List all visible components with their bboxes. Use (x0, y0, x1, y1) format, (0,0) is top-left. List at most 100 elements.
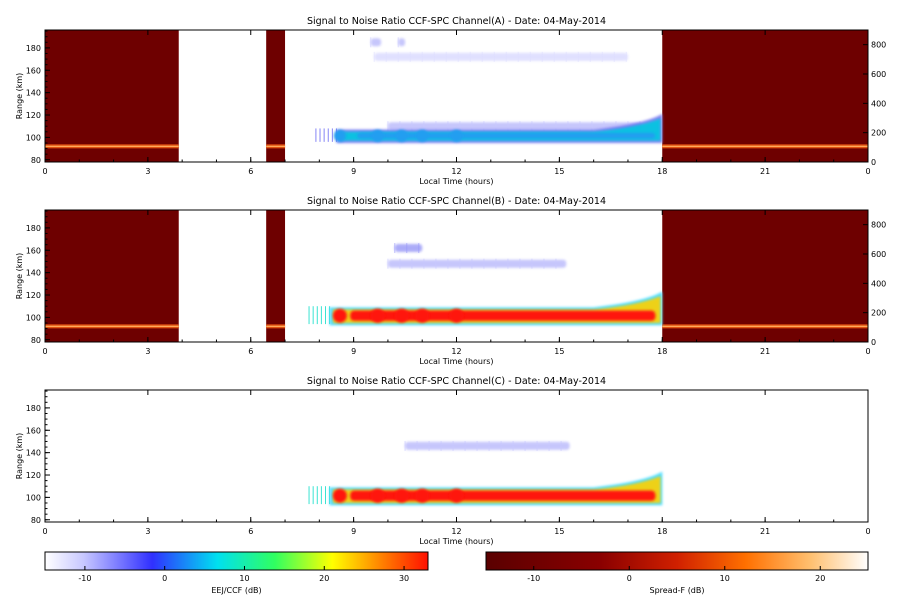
eej-echo-blob (332, 488, 347, 503)
spread-f-layer-core (45, 145, 179, 147)
colorbar-label: EEJ/CCF (dB) (211, 586, 261, 595)
y-tick-label: 180 (26, 224, 41, 233)
upper-echo (405, 441, 570, 450)
y2-tick-label: 600 (871, 70, 886, 79)
x-tick-label: 21 (760, 347, 770, 356)
y2-tick-label: 200 (871, 309, 886, 318)
y2-tick-label: 800 (871, 221, 886, 230)
spread-f-layer-core (266, 325, 286, 327)
x-axis-label: Local Time (hours) (419, 537, 493, 546)
spread-f-layer-core (45, 325, 179, 327)
eej-echo-blob (394, 488, 409, 503)
spread-f-block (266, 30, 286, 162)
colorbar-tick-label: 0 (627, 574, 632, 583)
spread-f-block (45, 210, 179, 342)
x-tick-label: 9 (351, 347, 356, 356)
x-tick-label: 18 (657, 347, 667, 356)
upper-echo (387, 122, 642, 131)
colorbar-tick-label: 10 (720, 574, 730, 583)
eej-echo-blob (449, 488, 464, 503)
x-tick-label: 6 (248, 167, 253, 176)
x-tick-label: 12 (451, 347, 461, 356)
panel-a: 0 3 6 9 12 15 18 21 0801001201401601800200400600… (15, 16, 886, 186)
y-tick-label: 120 (26, 471, 41, 480)
x-tick-label: 0 (42, 527, 47, 536)
colorbar-eej: -10 0 10 20 30 EEJ/CCF (dB) (44, 551, 429, 595)
x-tick-label: 6 (248, 527, 253, 536)
eej-echo-blob (449, 308, 464, 323)
y-tick-label: 160 (26, 66, 41, 75)
upper-echo (374, 52, 628, 61)
x-tick-label: 21 (760, 167, 770, 176)
x-tick-label: 3 (145, 347, 150, 356)
x-tick-label: 15 (554, 347, 564, 356)
x-tick-label: 12 (451, 527, 461, 536)
eej-echo-blob (450, 129, 463, 142)
panel-title: Signal to Noise Ratio CCF-SPC Channel(B)… (307, 196, 606, 207)
eej-echo-blob (395, 129, 408, 142)
y-tick-label: 120 (26, 111, 41, 120)
upper-echo (394, 244, 423, 253)
eej-echo-blob (333, 129, 346, 142)
y-tick-label: 100 (26, 493, 41, 502)
eej-echo-core (357, 132, 656, 139)
x-tick-label: 15 (554, 527, 564, 536)
y2-tick-label: 0 (871, 158, 876, 167)
spread-f-block (266, 210, 286, 342)
y2-tick-label: 400 (871, 99, 886, 108)
y2-tick-label: 800 (871, 41, 886, 50)
x-tick-label: 0 (42, 347, 47, 356)
x-tick-label: 21 (760, 527, 770, 536)
panel-title: Signal to Noise Ratio CCF-SPC Channel(C)… (307, 376, 606, 387)
x-tick-label: 3 (145, 167, 150, 176)
eej-echo-blob (394, 308, 409, 323)
y2-tick-label: 400 (871, 279, 886, 288)
spread-f-block (662, 30, 868, 162)
colorbar-spread-f: -10 0 10 20 Spread-F (dB) (485, 551, 869, 595)
x-tick-label: 15 (554, 167, 564, 176)
y-axis-label: Range (km) (15, 433, 24, 480)
eej-echo-blob (332, 308, 347, 323)
eej-echo-blob (370, 488, 385, 503)
x-tick-label: 3 (145, 527, 150, 536)
colorbar-tick-label: 30 (399, 574, 409, 583)
eej-echo-blob (416, 129, 429, 142)
y-tick-label: 140 (26, 449, 41, 458)
y-tick-label: 180 (26, 44, 41, 53)
x-tick-label: 18 (657, 167, 667, 176)
colorbar-tick-label: -10 (527, 574, 540, 583)
y-tick-label: 120 (26, 291, 41, 300)
y-tick-label: 140 (26, 89, 41, 98)
x-tick-label: 12 (451, 167, 461, 176)
y2-tick-label: 600 (871, 250, 886, 259)
colorbar-tick-label: -10 (78, 574, 91, 583)
eej-echo-blob (371, 129, 384, 142)
x-tick-label: 18 (657, 527, 667, 536)
colorbar-tick-label: 10 (239, 574, 249, 583)
y2-tick-label: 200 (871, 129, 886, 138)
panel-title: Signal to Noise Ratio CCF-SPC Channel(A)… (307, 16, 606, 27)
y-tick-label: 80 (31, 516, 41, 525)
y-axis-label: Range (km) (15, 253, 24, 300)
eej-echo-blob (415, 488, 430, 503)
x-tick-label: 9 (351, 527, 356, 536)
y-tick-label: 160 (26, 246, 41, 255)
upper-echo (387, 259, 567, 268)
y-tick-label: 100 (26, 133, 41, 142)
upper-echo (398, 38, 406, 47)
x-tick-label: 0 (42, 167, 47, 176)
x-tick-label: 0 (865, 167, 870, 176)
x-tick-label: 0 (865, 527, 870, 536)
x-axis-label: Local Time (hours) (419, 357, 493, 366)
x-axis-label: Local Time (hours) (419, 177, 493, 186)
colorbar-tick-label: 20 (815, 574, 825, 583)
spread-f-layer-core (662, 145, 868, 147)
x-tick-label: 6 (248, 347, 253, 356)
y-tick-label: 100 (26, 313, 41, 322)
spread-f-block (662, 210, 868, 342)
colorbar-gradient (44, 551, 429, 571)
spread-f-layer-core (662, 325, 868, 327)
x-tick-label: 9 (351, 167, 356, 176)
